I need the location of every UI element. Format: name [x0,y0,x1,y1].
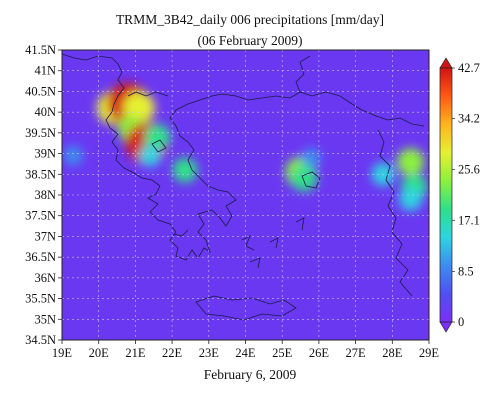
x-tick-label: 29E [419,346,440,360]
precip-cell [399,187,423,211]
x-tick-label: 25E [272,346,293,360]
x-tick-label: 22E [162,346,183,360]
y-tick-label: 37.5N [25,209,56,223]
colorbar-min-arrow [439,321,453,333]
chart-title: TRMM_3B42_daily 006 precipitations [mm/d… [115,12,385,27]
precip-cell [396,148,425,176]
chart-subtitle: (06 February 2009) [197,33,303,48]
y-tick-label: 35N [34,312,56,326]
precip-cell [172,157,198,183]
y-tick-label: 38.5N [25,167,56,181]
colorbar-tick-label: 34.2 [458,112,480,126]
y-tick-label: 41.5N [25,43,56,57]
x-tick-label: 24E [235,346,256,360]
y-tick-label: 34.5N [25,333,56,347]
y-tick-label: 36N [34,271,56,285]
y-tick-label: 39.5N [25,126,56,140]
x-tick-label: 26E [309,346,330,360]
precip-cell [139,144,161,167]
precip-cell [302,148,322,168]
y-tick-label: 39N [34,147,56,161]
x-tick-label: 23E [199,346,220,360]
x-tick-label: 21E [125,346,146,360]
y-tick-label: 37N [34,229,56,243]
precip-cell [63,145,83,166]
coastline [62,53,425,321]
y-tick-label: 38N [34,188,56,202]
colorbar-tick-label: 0 [458,315,464,329]
x-tick-label: 27E [346,346,367,360]
y-tick-label: 35.5N [25,292,56,306]
colorbar-tick-label: 8.5 [458,264,474,278]
y-tick-label: 41N [34,64,56,78]
y-tick-label: 40.5N [25,84,56,98]
x-tick-label: 20E [89,346,110,360]
colorbar-tick-label: 25.6 [458,163,480,177]
y-tick-label: 40N [34,105,56,119]
x-tick-label: 19E [52,346,73,360]
y-tick-label: 36.5N [25,250,56,264]
x-tick-label: 28E [382,346,403,360]
precip-cell [144,124,171,150]
colorbar-tick-label: 42.7 [458,61,480,75]
precip-cell [291,165,318,192]
colorbar [439,67,453,323]
colorbar-max-arrow [439,57,453,69]
colorbar-tick-label: 17.1 [458,213,480,227]
figure-caption: February 6, 2009 [203,367,297,382]
